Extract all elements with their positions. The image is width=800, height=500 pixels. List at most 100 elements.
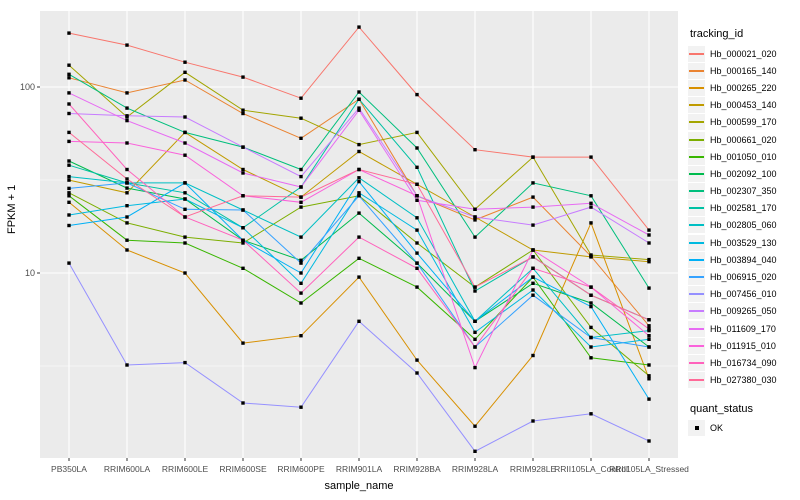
data-point-Hb_011915_010-RRII105LA_Stressed [647,334,651,338]
data-point-Hb_006915_020-RRIM600LE [183,207,187,211]
legend-key-line [688,131,705,148]
data-point-Hb_002805_060-RRIM901LA [357,176,361,180]
data-point-Hb_001050_010-RRIM600LA [125,238,129,242]
data-point-Hb_007456_010-RRII105LA_Stressed [647,439,651,443]
legend-label: Hb_000599_170 [710,117,777,128]
y-tick-label: 100 [20,82,35,92]
data-point-Hb_000661_020-RRIM600LA [125,221,129,225]
legend-label: Hb_003894_040 [710,254,777,265]
data-point-Hb_006915_020-RRIM928BA [415,261,419,265]
data-point-Hb_000599_170-RRIM600PE [299,116,303,120]
data-point-Hb_000021_020-RRII105LA_Stressed [647,228,651,232]
data-point-Hb_000661_020-RRII105LA_Stressed [647,374,651,378]
data-point-Hb_002581_170-RRIM901LA [357,97,361,101]
data-point-Hb_009265_050-RRIM928LE [531,223,535,227]
data-point-Hb_007456_010-RRIM928LE [531,419,535,423]
legend-item-Hb_002307_350: Hb_002307_350 [688,183,800,200]
legend-label: Hb_016734_090 [710,357,777,368]
data-point-Hb_011609_170-RRIM928BA [415,198,419,202]
data-point-Hb_002581_170-RRIM928BA [415,165,419,169]
data-point-Hb_007456_010-RRIM600LA [125,363,129,367]
legend-label: Hb_027380_030 [710,375,777,386]
data-point-Hb_000599_170-RRIM600LE [183,70,187,74]
data-point-Hb_000661_020-RRIM600LE [183,235,187,239]
data-point-Hb_000265_220-RRIM901LA [357,275,361,279]
data-point-Hb_000265_220-RRIM600LE [183,271,187,275]
data-point-Hb_027380_030-RRIM928BA [415,182,419,186]
data-point-Hb_011609_170-RRII105LA_Control [589,201,593,205]
data-point-Hb_000599_170-RRII105LA_Control [589,253,593,257]
legend-label: Hb_002805_060 [710,220,777,231]
data-point-Hb_001050_010-RRIM600LE [183,241,187,245]
legend-key-point [688,420,705,437]
data-point-Hb_002805_060-PB350LA [67,174,71,179]
legend-key-color-line [689,293,704,296]
legend-key-line [688,286,705,303]
legend-key-color-line [689,310,704,313]
legend-item-Hb_000453_140: Hb_000453_140 [688,97,800,114]
data-point-Hb_001050_010-RRII105LA_Control [589,356,593,360]
data-point-Hb_016734_090-PB350LA [67,102,71,106]
legend-label: Hb_003529_130 [710,237,777,248]
legend-key-color-line [689,190,704,193]
data-point-Hb_002805_060-RRIM928BA [415,216,419,220]
legend-key-line [688,79,705,96]
legend-item-Hb_002805_060: Hb_002805_060 [688,217,800,234]
data-point-Hb_027380_030-RRIM600LE [183,215,187,219]
data-point-Hb_000021_020-RRII105LA_Control [589,155,593,159]
legend-key-line [688,251,705,268]
data-point-Hb_002581_170-PB350LA [67,163,71,167]
data-point-Hb_009265_050-PB350LA [67,111,71,116]
data-point-Hb_027380_030-RRII105LA_Stressed [647,318,651,322]
data-point-Hb_011915_010-RRIM600PE [299,200,303,204]
data-point-Hb_000265_220-RRIM600PE [299,334,303,338]
data-point-Hb_000599_170-RRIM928BA [415,130,419,135]
data-point-Hb_000661_020-RRIM928BA [415,241,419,245]
data-point-Hb_009265_050-RRIM600PE [299,174,303,179]
data-point-Hb_007456_010-RRIM600SE [241,401,245,405]
data-point-Hb_011609_170-RRIM928LA [473,207,477,211]
data-point-Hb_011609_170-RRIM600SE [241,171,245,175]
legend-key-line [688,354,705,371]
data-point-Hb_000165_140-RRIM600LE [183,78,187,82]
data-point-Hb_000165_140-RRIM600PE [299,136,303,140]
legend-key-color-line [689,224,704,227]
y-tick-label: 10 [25,268,35,278]
data-point-Hb_002307_350-RRIM928LE [531,181,535,185]
quant-status-legend: quant_status OK [688,403,800,437]
data-point-Hb_011915_010-RRIM928LA [473,365,477,370]
data-point-Hb_001050_010-RRIM600SE [241,266,245,270]
data-point-Hb_006915_020-RRIM600LA [125,181,129,185]
legend-key-line [688,165,705,182]
legend-label: Hb_000661_020 [710,134,777,145]
data-point-Hb_000453_140-RRIM901LA [357,149,361,154]
data-point-Hb_011915_010-RRIM928BA [415,194,419,198]
x-axis-title: sample_name [324,480,394,492]
data-point-Hb_011609_170-RRIM928LE [531,205,535,209]
data-point-Hb_002307_350-RRII105LA_Stressed [647,286,651,290]
legend-item-quant-OK: OK [688,420,800,437]
x-tick-label-RRIM928LE: RRIM928LE [510,464,557,474]
legend-key-line [688,148,705,165]
data-point-Hb_000021_020-PB350LA [67,31,71,35]
data-point-Hb_016734_090-RRII105LA_Stressed [647,327,651,331]
legend-key-line [688,337,705,354]
tracking-legend-items: Hb_000021_020 Hb_000165_140 Hb_000265_220 H… [688,45,800,389]
data-point-Hb_002307_350-RRIM600LA [125,106,129,110]
data-point-Hb_002092_100-RRIM600PE [299,258,303,262]
x-tick-label-RRIM600PE: RRIM600PE [277,464,325,474]
data-point-Hb_003529_130-RRIM928LA [473,330,477,334]
data-point-Hb_000265_220-RRII105LA_Control [589,221,593,225]
data-point-Hb_003894_040-RRIM600LE [183,181,187,185]
data-point-Hb_007456_010-RRIM928BA [415,371,419,375]
data-point-Hb_009265_050-RRIM901LA [357,106,361,110]
legend: tracking_id Hb_000021_020 Hb_000165_140 Hb… [688,28,800,437]
data-point-Hb_002307_350-RRIM928BA [415,146,419,150]
legend-key-color-line [689,241,704,244]
data-point-Hb_003894_040-RRII105LA_Stressed [647,397,651,401]
data-point-Hb_000165_140-PB350LA [67,76,71,80]
legend-key-line [688,269,705,286]
data-point-Hb_027380_030-RRIM600SE [241,194,245,198]
